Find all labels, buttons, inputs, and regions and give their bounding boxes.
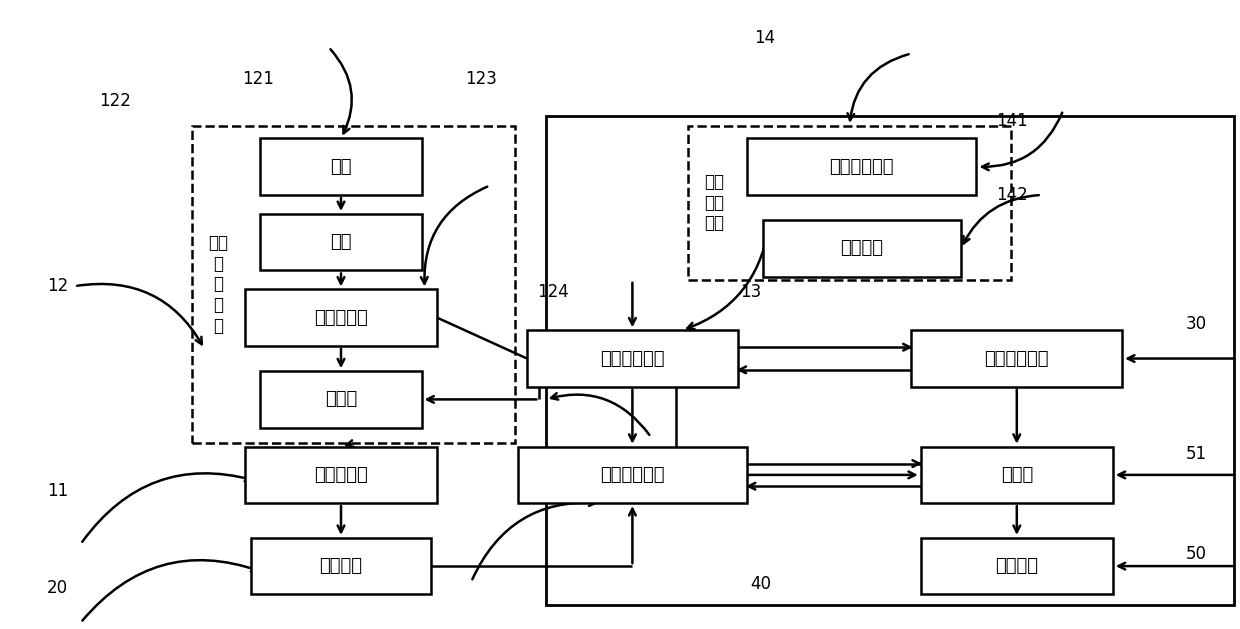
Text: 13: 13 (740, 284, 761, 301)
Text: 50: 50 (1185, 545, 1207, 562)
Bar (246, 447, 438, 503)
Bar (192, 126, 515, 443)
Text: 拍摄系统: 拍摄系统 (320, 557, 362, 575)
Text: 飞行
动
力
单
元: 飞行 动 力 单 元 (208, 234, 228, 335)
Bar (260, 371, 422, 428)
Bar (911, 330, 1122, 387)
Bar (763, 220, 961, 277)
Bar (920, 538, 1114, 594)
Text: 螺旋桨: 螺旋桨 (325, 391, 357, 408)
Text: 121: 121 (242, 70, 274, 87)
Text: 124: 124 (537, 284, 569, 301)
Text: 141: 141 (996, 112, 1028, 130)
Text: 142: 142 (996, 186, 1028, 204)
Text: 电源: 电源 (330, 158, 352, 175)
Text: 无人机机体: 无人机机体 (314, 466, 368, 484)
Text: 报警系统: 报警系统 (996, 557, 1038, 575)
Text: 电机: 电机 (330, 233, 352, 251)
Bar (517, 447, 746, 503)
Text: 123: 123 (465, 70, 497, 87)
Text: 40: 40 (750, 575, 771, 593)
Bar (260, 138, 422, 195)
Bar (250, 538, 432, 594)
Bar (260, 214, 422, 270)
Text: 30: 30 (1185, 315, 1207, 333)
Text: 定位模块: 定位模块 (841, 240, 883, 257)
Text: 无线通讯系统: 无线通讯系统 (985, 350, 1049, 367)
Text: 处理器: 处理器 (1001, 466, 1033, 484)
Bar (746, 138, 976, 195)
Bar (246, 289, 438, 346)
Text: 飞行
反馈
单元: 飞行 反馈 单元 (704, 173, 724, 232)
Bar (920, 447, 1114, 503)
Text: 122: 122 (99, 92, 131, 109)
Bar (527, 330, 738, 387)
Bar (688, 126, 1011, 280)
Text: 20: 20 (47, 579, 68, 597)
Text: 51: 51 (1185, 445, 1207, 463)
Bar (546, 116, 1234, 605)
Text: 图像处理系统: 图像处理系统 (600, 466, 665, 484)
Text: 姿态测量模块: 姿态测量模块 (830, 158, 894, 175)
Text: 12: 12 (47, 277, 68, 295)
Text: 14: 14 (754, 29, 775, 47)
Text: 电子调速器: 电子调速器 (314, 309, 368, 326)
Text: 飞行控制单元: 飞行控制单元 (600, 350, 665, 367)
Text: 11: 11 (47, 482, 68, 499)
